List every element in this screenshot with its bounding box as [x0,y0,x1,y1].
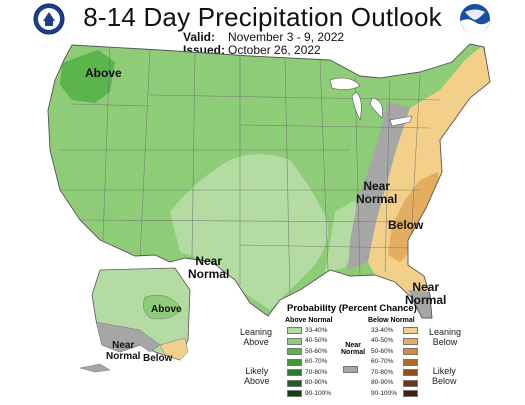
legend-near-swatch [343,366,358,373]
legend-below-swatch [403,348,418,355]
legend-above-range: 70-80% [305,368,328,376]
issued-date: October 26, 2022 [228,43,321,57]
label-near-normal-east: Near Normal [356,179,398,206]
legend-above-header: Above Normal [285,317,333,324]
alaska-map [79,267,191,373]
legend-below-swatch [403,327,418,334]
legend-below-range: 40-50% [371,337,394,344]
great-lakes [329,77,413,127]
state-borders [60,44,441,301]
legend-below-header: Below Normal [368,317,415,324]
legend-below-range: 33-40% [371,326,394,334]
legend-above-range: 60-70% [305,358,328,365]
legend-near-header: Near Normal [341,342,366,356]
legend-likely-above: Likely Above [244,366,270,386]
label-ak-above: Above [151,304,182,315]
label-ak-near-normal: Near Normal [106,340,141,362]
legend-above-range: 40-50% [305,337,328,344]
legend-below-swatch [403,337,418,345]
valid-label: Valid: [183,30,216,44]
legend-title: Probability (Percent Chance) [287,303,417,314]
legend-likely-below: Likely Below [432,366,457,386]
legend-leaning-below: Leaning Below [429,327,462,347]
legend-above-swatch [287,390,302,397]
legend-above-swatch [287,337,302,345]
legend-below-swatch [403,379,418,387]
near-normal-region [348,102,410,270]
label-below-se: Below [388,218,424,232]
legend-below-swatch [403,369,418,376]
legend-above-swatch [287,348,302,355]
legend-below-range: 90-100% [371,389,398,397]
doc-seal-icon [33,3,65,35]
noaa-logo-icon [460,4,490,34]
label-near-normal-fl: Near Normal [405,280,447,307]
legend-below-swatch [403,390,418,397]
conus-outline [47,43,491,319]
label-above-nw: Above [85,66,122,80]
legend-leaning-above: Leaning Above [240,327,273,347]
legend-above-swatch [287,358,302,366]
legend-above-swatch [287,327,302,334]
legend-above-swatch [287,369,302,376]
legend-above-range: 80-90% [305,379,328,386]
legend-above-range: 33-40% [305,326,328,334]
above-50-region [60,50,115,103]
legend-above-range: 50-60% [305,347,328,355]
legend-above-range: 90-100% [305,389,332,397]
legend-below-range: 60-70% [371,358,394,365]
above-33-region [170,154,329,310]
legend-below-range: 70-80% [371,368,394,376]
below-40-region [388,172,440,262]
legend-below-range: 50-60% [371,347,394,355]
legend-below-range: 80-90% [371,379,394,386]
legend-below-swatch [403,358,418,366]
page-title: 8-14 Day Precipitation Outlook [83,2,442,32]
valid-dates: November 3 - 9, 2022 [228,30,345,44]
legend-above-swatch [287,379,302,387]
label-ak-below: Below [143,353,173,364]
label-near-normal-sw: Near Normal [188,254,230,281]
